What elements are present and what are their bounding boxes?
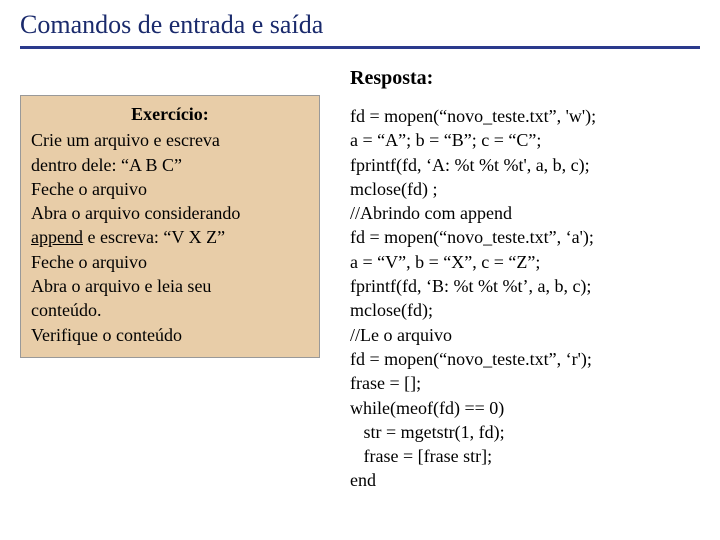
code-line: fprintf(fd, ‘A: %t %t %t', a, b, c); [350, 153, 700, 177]
code-line: //Abrindo com append [350, 201, 700, 225]
exercise-line: Crie um arquivo e escreva [31, 128, 309, 152]
exercise-box: Exercício: Crie um arquivo e escreva den… [20, 95, 320, 358]
code-line: str = mgetstr(1, fd); [350, 420, 700, 444]
exercise-line: Feche o arquivo [31, 177, 309, 201]
code-line: fd = mopen(“novo_teste.txt”, ‘a'); [350, 225, 700, 249]
code-line: //Le o arquivo [350, 323, 700, 347]
code-line: while(meof(fd) == 0) [350, 396, 700, 420]
code-line: a = “V”, b = “X”, c = “Z”; [350, 250, 700, 274]
code-block: fd = mopen(“novo_teste.txt”, 'w');a = “A… [350, 104, 700, 493]
exercise-line: Feche o arquivo [31, 250, 309, 274]
append-word: append [31, 227, 83, 247]
code-line: frase = []; [350, 371, 700, 395]
code-line: end [350, 468, 700, 492]
content-row: Exercício: Crie um arquivo e escreva den… [20, 67, 700, 493]
code-line: frase = [frase str]; [350, 444, 700, 468]
slide: Comandos de entrada e saída Exercício: C… [0, 0, 720, 540]
code-line: fprintf(fd, ‘B: %t %t %t’, a, b, c); [350, 274, 700, 298]
exercise-line: dentro dele: “A B C” [31, 153, 309, 177]
code-line: a = “A”; b = “B”; c = “C”; [350, 128, 700, 152]
code-line: fd = mopen(“novo_teste.txt”, ‘r'); [350, 347, 700, 371]
right-column: Resposta: fd = mopen(“novo_teste.txt”, '… [350, 67, 700, 493]
left-column: Exercício: Crie um arquivo e escreva den… [20, 67, 320, 493]
exercise-line: append e escreva: “V X Z” [31, 225, 309, 249]
code-line: mclose(fd) ; [350, 177, 700, 201]
exercise-line-rest: e escreva: “V X Z” [83, 227, 225, 247]
code-line: fd = mopen(“novo_teste.txt”, 'w'); [350, 104, 700, 128]
exercise-line: Abra o arquivo e leia seu [31, 274, 309, 298]
exercise-label: Exercício: [31, 102, 309, 126]
exercise-line: Abra o arquivo considerando [31, 201, 309, 225]
code-line: mclose(fd); [350, 298, 700, 322]
page-title: Comandos de entrada e saída [20, 10, 700, 49]
exercise-line: Verifique o conteúdo [31, 323, 309, 347]
response-label: Resposta: [350, 67, 700, 90]
exercise-line: conteúdo. [31, 298, 309, 322]
